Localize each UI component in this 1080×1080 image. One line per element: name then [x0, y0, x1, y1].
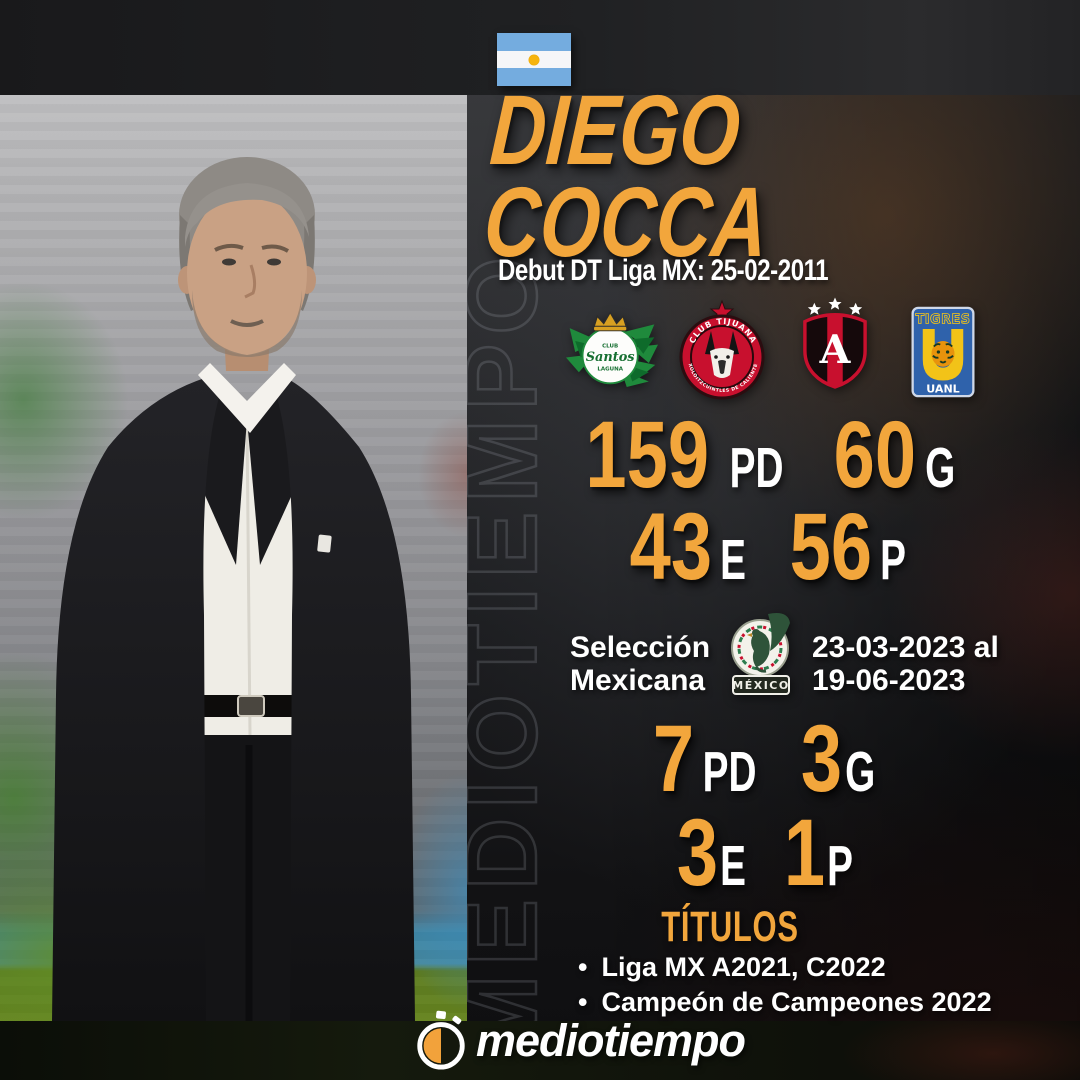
- flag-sun-icon: [528, 54, 540, 65]
- stat-value: 60: [833, 402, 916, 508]
- mediotiempo-logo: mediotiempo: [412, 1010, 746, 1072]
- seleccion-period-line1: 23-03-2023 al: [812, 631, 999, 664]
- seleccion-label: Selección Mexicana: [570, 631, 710, 697]
- liga-stats-row-1: 159 PD 60 G: [467, 408, 1067, 503]
- stat-label: E: [720, 834, 746, 898]
- title-item-text: Campeón de Campeones 2022: [601, 987, 992, 1018]
- stat-label: P: [826, 834, 853, 898]
- coach-photo: [0, 95, 467, 1021]
- tigres-text-top: TIGRES: [916, 312, 971, 327]
- club-logo-santos: CLUB Santos LAGUNA: [566, 306, 658, 398]
- stat-label: PD: [729, 436, 784, 500]
- flag-stripe: [497, 50, 571, 69]
- mexico-fmf-badge-icon: MÉXICO: [728, 610, 794, 715]
- stat-label: E: [720, 528, 746, 592]
- flag-stripe: [497, 68, 571, 87]
- tigres-text-bottom: UANL: [926, 382, 959, 395]
- stat-value: 159: [585, 402, 710, 508]
- stat-label: P: [879, 528, 906, 592]
- santos-text-club: CLUB: [602, 343, 618, 349]
- liga-stats-row-2: 43 E 56 P: [467, 500, 1067, 595]
- seleccion-label-line2: Mexicana: [570, 664, 706, 697]
- page-title: DIEGO COCCA: [481, 74, 777, 277]
- stat-value: 56: [789, 494, 873, 600]
- santos-text-name: Santos: [586, 350, 635, 365]
- seleccion-stats-row-1: 7 PD 3 G: [467, 712, 1067, 807]
- title-item: Liga MX A2021, C2022: [578, 950, 992, 985]
- titles-list: Liga MX A2021, C2022 Campeón de Campeone…: [578, 950, 992, 1020]
- titles-heading: TÍTULOS: [661, 903, 799, 951]
- seleccion-period-line2: 19-06-2023: [812, 664, 966, 697]
- seleccion-stats-row-2: 3 E 1 P: [467, 806, 1067, 901]
- santos-text-laguna: LAGUNA: [597, 366, 623, 372]
- argentina-flag-icon: [497, 33, 571, 87]
- club-logo-tigres: TIGRES UANL: [910, 306, 976, 398]
- mexico-badge-text: MÉXICO: [732, 679, 789, 692]
- title-item: Campeón de Campeones 2022: [578, 985, 992, 1020]
- stat-label: G: [845, 740, 876, 804]
- seleccion-period: 23-03-2023 al 19-06-2023: [812, 631, 999, 697]
- stat-value: 3: [676, 800, 719, 906]
- coach-silhouette: [52, 157, 415, 1021]
- stat-label: PD: [702, 740, 757, 804]
- club-logo-atlas: A: [792, 297, 878, 403]
- atlas-letter: A: [819, 327, 852, 373]
- brand-wordmark: mediotiempo: [476, 1015, 746, 1066]
- club-logo-tijuana: CLUB TIJUANA XOLOITZCUINTLES DE CALIENTE: [672, 299, 772, 401]
- stopwatch-icon: [417, 1010, 465, 1070]
- seleccion-label-line1: Selección: [570, 631, 711, 664]
- stat-value: 3: [801, 706, 843, 812]
- stat-value: 1: [783, 800, 826, 906]
- flag-stripe: [497, 33, 571, 51]
- stat-value: 7: [653, 706, 695, 812]
- stat-value: 43: [629, 494, 713, 600]
- debut-subtitle: Debut DT Liga MX: 25-02-2011: [498, 254, 829, 287]
- title-item-text: Liga MX A2021, C2022: [601, 952, 886, 982]
- bottom-dark-band: [0, 1021, 1080, 1080]
- title-line-1: DIEGO: [487, 74, 744, 185]
- stat-label: G: [924, 436, 955, 500]
